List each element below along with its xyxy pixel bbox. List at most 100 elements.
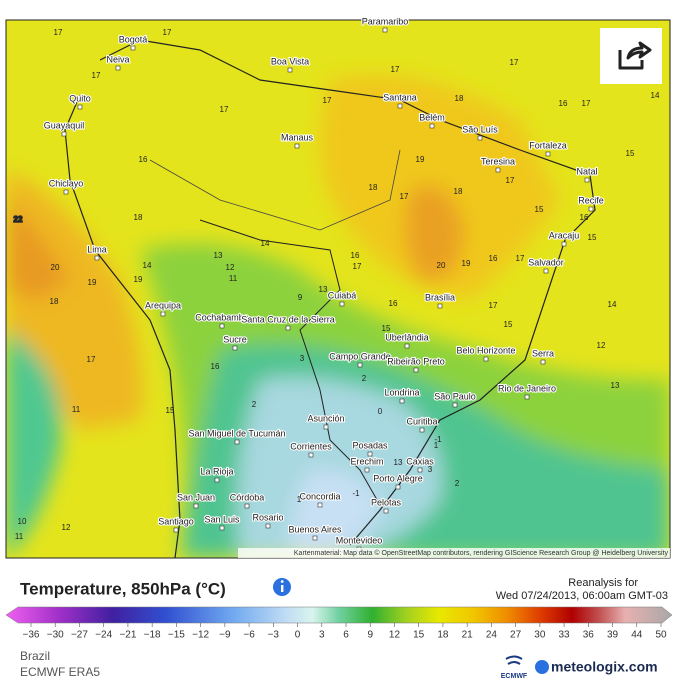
- ecmwf-logo: ECMWF: [501, 655, 528, 680]
- city-dot: [429, 123, 435, 129]
- colorbar-tick-label: 36: [583, 630, 595, 641]
- city-label: Buenos Aires: [288, 524, 342, 534]
- city-dot: [61, 131, 67, 137]
- city-label: San Juan: [177, 492, 215, 502]
- city-dot: [357, 362, 363, 368]
- city-layer: Paramaribo Bogotá Neiva Boa Vista Quito Santa…: [43, 15, 605, 552]
- city-label: Cochabamba: [195, 312, 249, 322]
- contour-label: 12: [597, 341, 606, 350]
- city-label: São Paulo: [434, 391, 476, 401]
- contour-label: 13: [319, 285, 328, 294]
- contour-label: 16: [389, 299, 398, 308]
- city-label: Concordia: [299, 491, 340, 501]
- contour-label: 9: [298, 293, 303, 302]
- colorbar-tick-label: −24: [95, 630, 112, 641]
- city-dot: [173, 527, 179, 533]
- city-dot: [417, 467, 423, 473]
- city-label: Aracaju: [549, 230, 580, 240]
- city-dot: [214, 477, 220, 483]
- city-dot: [367, 451, 373, 457]
- contour-label: 17: [163, 28, 172, 37]
- city-dot: [419, 427, 425, 433]
- share-button[interactable]: [600, 28, 662, 84]
- city-label: Montevideo: [336, 535, 383, 545]
- colorbar-tick-label: −12: [192, 630, 209, 641]
- city-dot: [219, 525, 225, 531]
- contour-label: 15: [382, 324, 391, 333]
- city-label: Belo Horizonte: [456, 345, 515, 355]
- city-dot: [94, 255, 100, 261]
- contour-label: 17: [220, 105, 229, 114]
- contour-label: 17: [489, 301, 498, 310]
- contour-label: 15: [535, 205, 544, 214]
- contour-label: 17: [506, 176, 515, 185]
- contour-label: 15: [626, 149, 635, 158]
- city-label: Santana: [383, 92, 417, 102]
- city-dot: [395, 484, 401, 490]
- contour-label: 13: [394, 458, 403, 467]
- city-dot: [234, 439, 240, 445]
- city-dot: [130, 45, 136, 51]
- city-label: San Luis: [204, 514, 240, 524]
- contour-label: 17: [391, 65, 400, 74]
- attribution: Kartenmaterial: Map data © OpenStreetMap…: [294, 549, 669, 557]
- city-dot: [477, 135, 483, 141]
- contour-label: 11: [15, 532, 24, 541]
- colorbar-tick-label: −3: [268, 630, 280, 641]
- city-label: Quito: [69, 93, 91, 103]
- city-dot: [77, 104, 83, 110]
- contour-label: 11: [229, 274, 238, 283]
- city-dot: [115, 65, 121, 71]
- city-dot: [287, 67, 293, 73]
- city-dot: [294, 143, 300, 149]
- colorbar-tick-label: 39: [607, 630, 619, 641]
- contour-label: 15: [504, 320, 513, 329]
- contour-label: 18: [134, 213, 143, 222]
- contour-label: 17: [400, 192, 409, 201]
- city-label: Porto Alegre: [373, 473, 423, 483]
- colorbar-tick-label: 12: [389, 630, 401, 641]
- contour-label: 19: [88, 278, 97, 287]
- contour-label: 22: [14, 215, 23, 224]
- contour-label: 20: [51, 263, 60, 272]
- city-label: Serra: [532, 348, 554, 358]
- city-label: Teresina: [481, 156, 515, 166]
- colorbar-tick-label: 44: [631, 630, 643, 641]
- colorbar-tick-label: −18: [144, 630, 161, 641]
- contour-label: 2: [455, 479, 460, 488]
- contour-label: 10: [18, 517, 27, 526]
- city-label: Brasília: [425, 292, 455, 302]
- contour-label: 1: [434, 441, 439, 450]
- city-label: Erechim: [350, 456, 383, 466]
- city-dot: [413, 367, 419, 373]
- contour-label: 14: [261, 239, 270, 248]
- colorbar-tick-label: 21: [462, 630, 474, 641]
- contour-label: 17: [516, 254, 525, 263]
- colorbar-tick-label: 27: [510, 630, 522, 641]
- city-dot: [584, 177, 590, 183]
- city-label: Campo Grande: [329, 351, 391, 361]
- city-dot: [399, 398, 405, 404]
- city-label: Salvador: [528, 257, 564, 267]
- city-dot: [495, 167, 501, 173]
- city-dot: [265, 523, 271, 529]
- contour-label: 0: [378, 407, 383, 416]
- city-dot: [63, 189, 69, 195]
- contour-label: 18: [454, 187, 463, 196]
- city-dot: [524, 394, 530, 400]
- reanalysis-label: Reanalysis for: [568, 577, 638, 589]
- contour-label: 14: [651, 91, 660, 100]
- city-label: Curitiba: [406, 416, 437, 426]
- colorbar-tick-label: −30: [47, 630, 64, 641]
- contour-label: 13: [611, 381, 620, 390]
- contour-label: 2: [252, 400, 257, 409]
- city-label: Corrientes: [290, 441, 332, 451]
- city-label: Bogotá: [119, 34, 148, 44]
- city-label: Natal: [576, 166, 597, 176]
- info-icon[interactable]: [273, 578, 291, 596]
- city-dot: [383, 508, 389, 514]
- contour-label: 14: [608, 300, 617, 309]
- city-label: Boa Vista: [271, 56, 309, 66]
- city-label: Arequipa: [145, 300, 181, 310]
- contour-label: -1: [352, 489, 360, 498]
